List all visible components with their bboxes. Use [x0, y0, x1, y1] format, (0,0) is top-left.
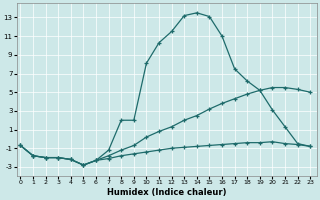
- X-axis label: Humidex (Indice chaleur): Humidex (Indice chaleur): [107, 188, 226, 197]
